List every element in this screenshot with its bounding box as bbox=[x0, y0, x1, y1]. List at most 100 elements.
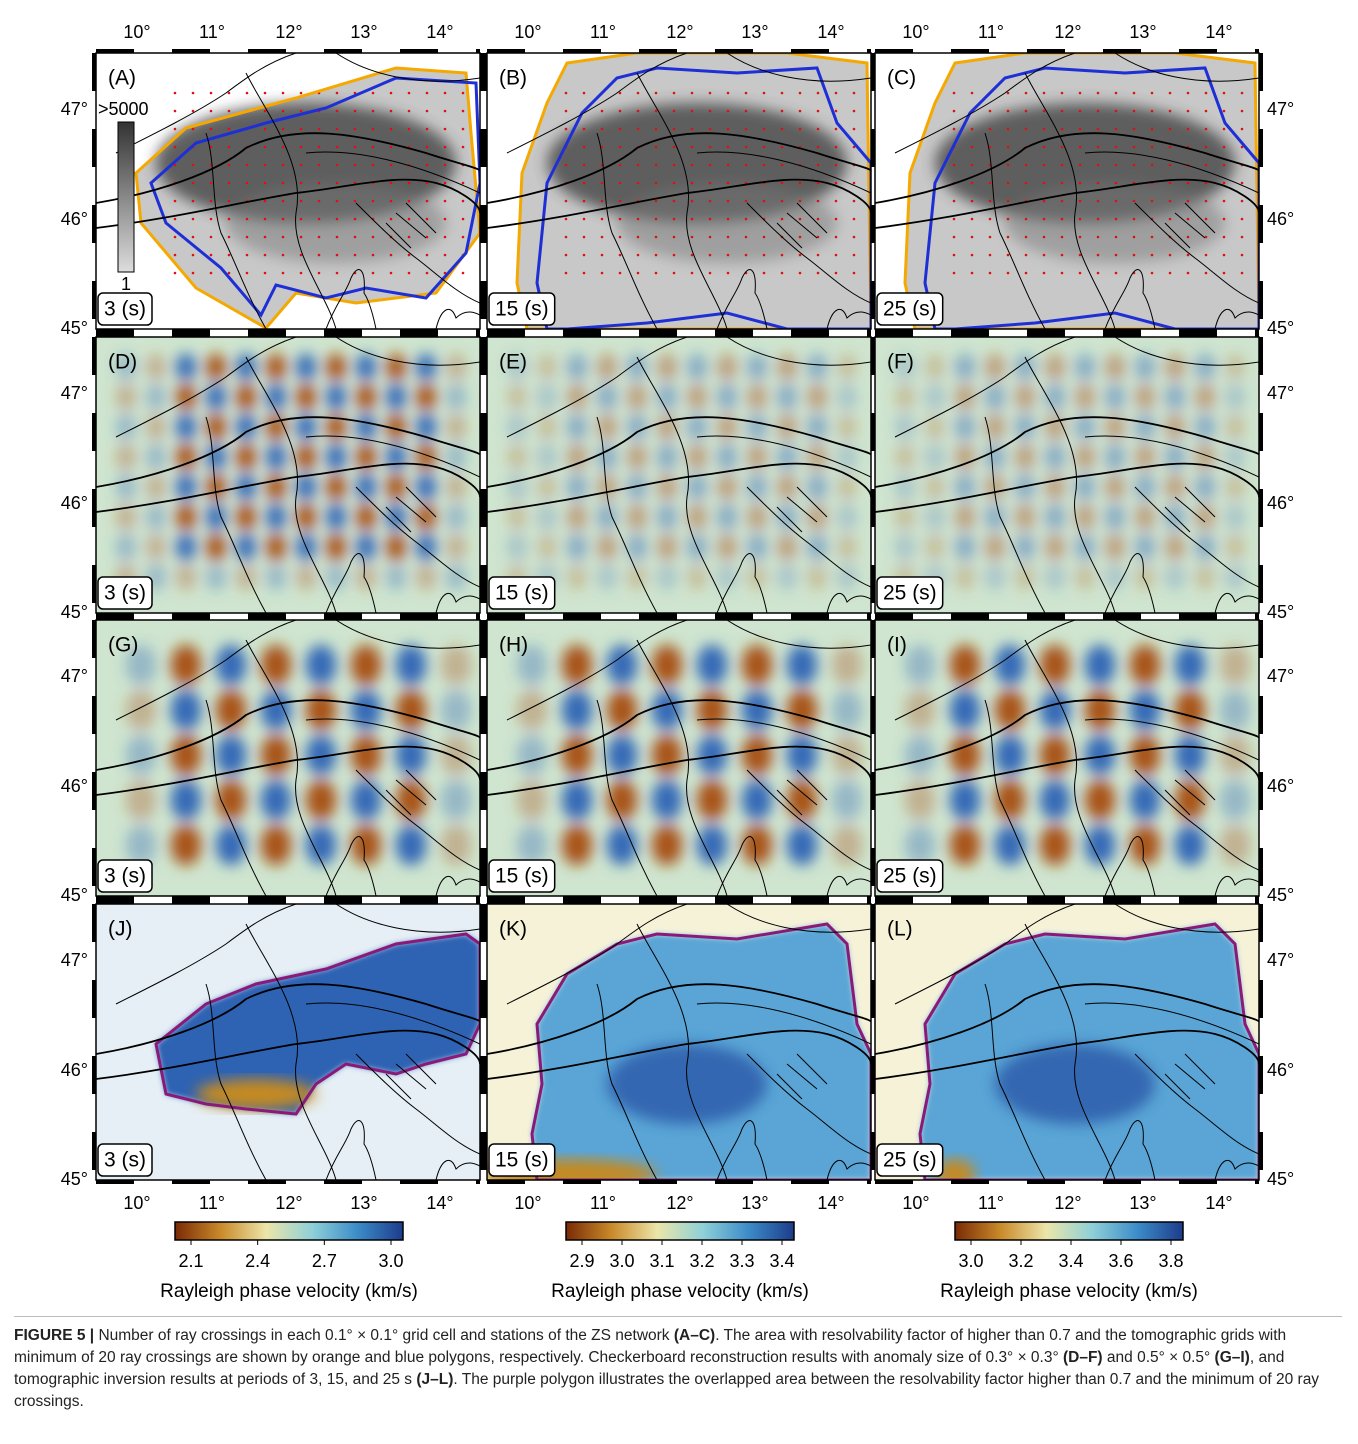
station bbox=[780, 217, 784, 221]
fault-line bbox=[636, 923, 728, 1180]
station bbox=[1096, 109, 1100, 113]
map-content bbox=[487, 904, 871, 1180]
station bbox=[1060, 199, 1064, 203]
station bbox=[299, 109, 303, 113]
colorbar-gradient bbox=[565, 1221, 795, 1241]
station bbox=[1078, 145, 1082, 149]
fault-line bbox=[1104, 269, 1156, 329]
anomaly bbox=[1084, 644, 1116, 686]
station bbox=[335, 91, 339, 95]
anomaly bbox=[1104, 563, 1126, 591]
station bbox=[173, 127, 177, 131]
anomaly bbox=[325, 563, 347, 591]
station bbox=[1168, 199, 1172, 203]
anomaly bbox=[716, 563, 738, 591]
caption-text: . The purple polygon illustrates the ove… bbox=[14, 1371, 1320, 1410]
station bbox=[443, 253, 447, 257]
station bbox=[690, 235, 694, 239]
station bbox=[1024, 253, 1028, 257]
fault-line bbox=[355, 769, 480, 871]
period-box bbox=[488, 292, 556, 326]
anomaly bbox=[506, 353, 528, 381]
fault-line bbox=[826, 1159, 871, 1180]
station bbox=[582, 253, 586, 257]
fault-line bbox=[776, 202, 828, 249]
anomaly bbox=[1104, 473, 1126, 501]
anomaly bbox=[566, 533, 588, 561]
anomaly bbox=[606, 734, 638, 776]
station bbox=[263, 109, 267, 113]
period-box bbox=[97, 576, 153, 610]
station bbox=[407, 271, 411, 275]
station bbox=[191, 127, 195, 131]
station bbox=[1006, 217, 1010, 221]
fault-line bbox=[335, 904, 480, 933]
station bbox=[353, 163, 357, 167]
station bbox=[1222, 253, 1226, 257]
station bbox=[461, 127, 465, 131]
period-label: 3 (s) bbox=[104, 582, 146, 605]
station bbox=[690, 181, 694, 185]
station bbox=[564, 127, 568, 131]
fault-line bbox=[984, 983, 1046, 1180]
station bbox=[245, 163, 249, 167]
station bbox=[600, 109, 604, 113]
lon-tick-label: 12° bbox=[666, 1193, 693, 1213]
station bbox=[708, 91, 712, 95]
anomaly bbox=[656, 383, 678, 411]
anomaly bbox=[696, 689, 728, 731]
map-content bbox=[487, 337, 871, 613]
period-box bbox=[488, 576, 556, 610]
anomaly bbox=[440, 644, 472, 686]
station bbox=[1240, 91, 1244, 95]
anomaly bbox=[949, 689, 981, 731]
station bbox=[834, 181, 838, 185]
fault-line bbox=[875, 132, 1259, 204]
station bbox=[708, 271, 712, 275]
station bbox=[335, 199, 339, 203]
anomaly bbox=[305, 644, 337, 686]
lon-tick-label: 14° bbox=[817, 22, 844, 42]
fault-line bbox=[487, 699, 871, 771]
anomaly bbox=[836, 533, 858, 561]
fault-line bbox=[435, 308, 480, 329]
anomaly bbox=[894, 533, 916, 561]
station bbox=[970, 163, 974, 167]
anomaly bbox=[295, 383, 317, 411]
anomaly bbox=[355, 413, 377, 441]
anomaly bbox=[1039, 824, 1071, 866]
lon-tick-label: 14° bbox=[426, 22, 453, 42]
anomaly bbox=[205, 383, 227, 411]
anomaly bbox=[170, 734, 202, 776]
anomaly bbox=[1044, 413, 1066, 441]
fault-line bbox=[385, 202, 437, 249]
lat-tick-label: 47° bbox=[61, 99, 88, 119]
anomaly bbox=[741, 734, 773, 776]
anomaly bbox=[606, 689, 638, 731]
station bbox=[1114, 163, 1118, 167]
checkerboard bbox=[115, 353, 467, 591]
station bbox=[389, 163, 393, 167]
station bbox=[371, 145, 375, 149]
anomaly bbox=[984, 533, 1006, 561]
station bbox=[425, 109, 429, 113]
anomaly bbox=[626, 413, 648, 441]
anomaly bbox=[260, 824, 292, 866]
station bbox=[1168, 181, 1172, 185]
fault-line bbox=[1114, 904, 1259, 933]
station bbox=[600, 127, 604, 131]
station bbox=[209, 91, 213, 95]
anomaly bbox=[954, 413, 976, 441]
anomaly bbox=[385, 563, 407, 591]
station bbox=[1042, 181, 1046, 185]
station bbox=[1186, 109, 1190, 113]
station bbox=[1042, 163, 1046, 167]
station bbox=[762, 271, 766, 275]
anomaly bbox=[350, 824, 382, 866]
anomaly bbox=[894, 473, 916, 501]
station bbox=[970, 145, 974, 149]
station bbox=[708, 181, 712, 185]
station bbox=[1096, 235, 1100, 239]
anomaly bbox=[746, 473, 768, 501]
station bbox=[1114, 127, 1118, 131]
